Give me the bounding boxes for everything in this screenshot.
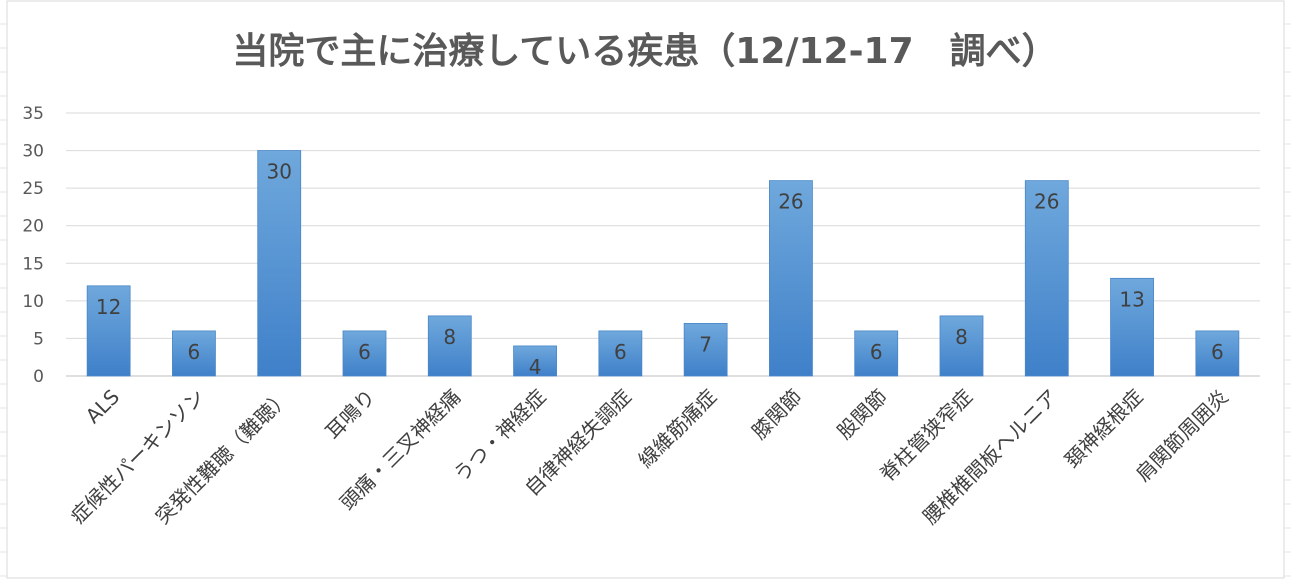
y-tick-label: 10 <box>22 292 44 312</box>
data-label: 12 <box>96 295 121 319</box>
data-label: 30 <box>266 160 291 184</box>
bar[interactable] <box>1110 277 1154 377</box>
data-label: 8 <box>443 325 456 349</box>
bar[interactable] <box>683 322 728 377</box>
data-label: 6 <box>614 340 627 364</box>
data-label: 7 <box>699 332 712 356</box>
bar[interactable] <box>939 315 984 377</box>
data-label: 26 <box>778 190 803 214</box>
bar[interactable] <box>86 285 131 377</box>
y-tick-label: 20 <box>22 217 44 237</box>
y-tick-label: 25 <box>22 179 44 199</box>
data-label: 26 <box>1034 190 1059 214</box>
data-label: 6 <box>358 340 371 364</box>
bar[interactable] <box>598 330 643 377</box>
y-tick-label: 0 <box>33 367 44 387</box>
bars <box>86 150 1240 377</box>
bar[interactable] <box>513 345 557 377</box>
bar[interactable] <box>1195 330 1240 377</box>
data-label: 13 <box>1119 287 1144 311</box>
y-tick-label: 30 <box>22 142 44 162</box>
y-tick-label: 15 <box>22 254 44 274</box>
data-label: 4 <box>529 355 542 379</box>
chart-title: 当院で主に治療している疾患（12/12-17 調べ） <box>232 31 1057 72</box>
data-label: 6 <box>870 340 883 364</box>
bar[interactable] <box>1024 180 1069 377</box>
bar[interactable] <box>854 330 899 377</box>
data-label: 8 <box>955 325 968 349</box>
bar[interactable] <box>172 330 216 377</box>
data-labels: 12 6 30 6 8 4 6 7 26 6 8 26 13 6 <box>96 160 1224 379</box>
bar[interactable] <box>769 180 813 377</box>
bar[interactable] <box>427 315 472 377</box>
y-axis-ticks: 0 5 10 15 20 25 30 35 <box>22 104 44 387</box>
y-tick-label: 35 <box>22 104 44 124</box>
chart-area[interactable] <box>6 0 1285 579</box>
bar[interactable] <box>342 330 387 377</box>
bar[interactable] <box>257 150 302 377</box>
data-label: 6 <box>1211 340 1224 364</box>
y-tick-label: 5 <box>33 329 44 349</box>
data-label: 6 <box>188 340 201 364</box>
